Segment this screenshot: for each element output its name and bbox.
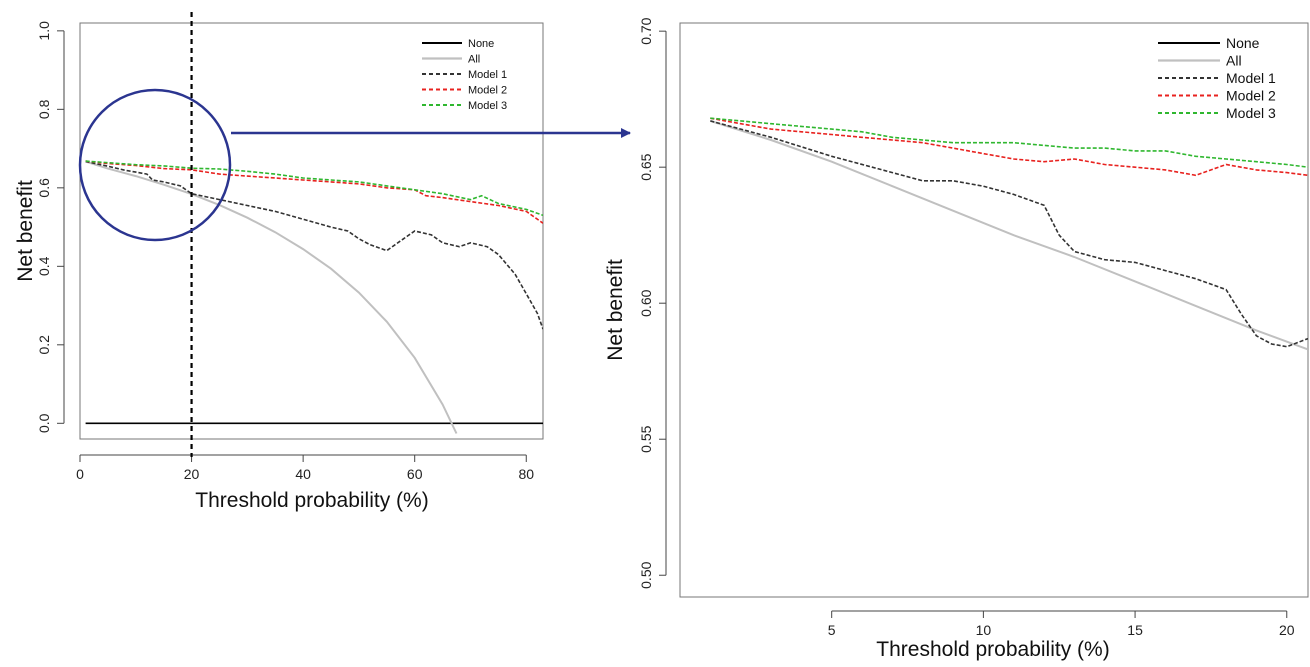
- plot-area-right: [709, 117, 1308, 351]
- y-tick-label: 0.55: [638, 425, 654, 452]
- x-tick-label: 20: [184, 466, 200, 482]
- x-tick-label: 5: [828, 622, 836, 638]
- y-tick-label: 0.8: [36, 99, 52, 119]
- y-tick-label: 0.2: [36, 335, 52, 355]
- series-line-model-2: [85, 160, 543, 224]
- axes-right: 5 10 15 20 0.50 0.55 0.60 0.65 0.70: [638, 17, 1295, 638]
- y-tick-label: 0.70: [638, 17, 654, 44]
- legend-left: None All Model 1 Model 2 Model 3: [422, 38, 507, 112]
- plot-frame-right: [679, 22, 1309, 598]
- legend-label: Model 2: [468, 84, 507, 96]
- legend-label: None: [1226, 35, 1260, 51]
- plot-area-left: [85, 160, 543, 434]
- series-line-model-3: [85, 160, 543, 217]
- series-line-model-1: [710, 120, 1308, 348]
- legend-label: Model 3: [468, 100, 507, 112]
- series-line-model-3: [710, 117, 1308, 168]
- chart-right: 5 10 15 20 0.50 0.55 0.60 0.65 0.70 Threshold pr…: [604, 17, 1309, 661]
- y-tick-label: 0.60: [638, 289, 654, 316]
- plot-frame-left: [79, 22, 544, 440]
- legend-label: Model 3: [1226, 105, 1276, 121]
- y-tick-label: 0.50: [638, 561, 654, 588]
- legend-label: None: [468, 38, 494, 50]
- legend-label: All: [468, 53, 480, 65]
- y-tick-label: 0.65: [638, 153, 654, 180]
- series-line-model-2: [710, 117, 1308, 177]
- x-tick-label: 15: [1127, 622, 1143, 638]
- x-tick-label: 20: [1279, 622, 1295, 638]
- y-axis-title-left: Net benefit: [14, 180, 37, 282]
- series-line-model-1: [85, 160, 543, 330]
- y-axis-title-right: Net benefit: [604, 259, 627, 361]
- y-tick-label: 0.4: [36, 256, 52, 276]
- chart-left: 0 20 40 60 80 0.0 0.2 0.4 0.6 0.8 1.0 Threshold pr…: [14, 12, 544, 512]
- x-tick-label: 40: [295, 466, 311, 482]
- legend-label: Model 1: [468, 69, 507, 81]
- axes-left: 0 20 40 60 80 0.0 0.2 0.4 0.6 0.8 1.0: [36, 12, 534, 482]
- series-line-all: [709, 119, 1308, 351]
- x-tick-label: 10: [976, 622, 992, 638]
- y-tick-label: 0.6: [36, 178, 52, 198]
- legend-label: Model 1: [1226, 70, 1276, 86]
- x-tick-label: 80: [518, 466, 534, 482]
- x-axis-title-right: Threshold probability (%): [876, 638, 1109, 661]
- y-tick-label: 0.0: [36, 413, 52, 433]
- y-tick-label: 1.0: [36, 21, 52, 41]
- x-tick-label: 60: [407, 466, 423, 482]
- legend-label: Model 2: [1226, 87, 1276, 103]
- series-line-all: [85, 160, 458, 434]
- x-axis-title-left: Threshold probability (%): [195, 489, 428, 512]
- x-tick-label: 0: [76, 466, 84, 482]
- zoom-circle: [78, 88, 232, 242]
- legend-label: All: [1226, 52, 1242, 68]
